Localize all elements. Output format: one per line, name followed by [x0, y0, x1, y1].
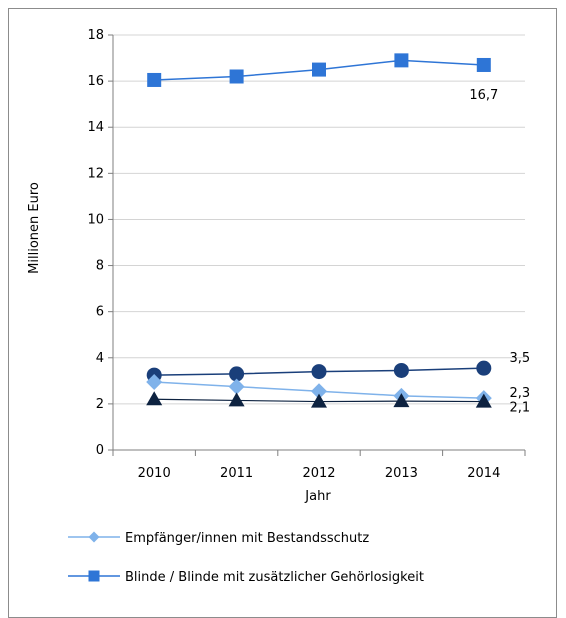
x-tick-label: 2011	[220, 466, 253, 481]
x-tick-label: 2013	[385, 466, 418, 481]
line-chart: 0 2 4 6 8 10 12 14 16 18 2010 2011 2012 2013 2014 16,7…	[27, 28, 530, 585]
axes: 0 2 4 6 8 10 12 14 16 18 2010 2011 2012 2013 2014	[87, 28, 526, 481]
data-label: 16,7	[469, 88, 498, 103]
y-tick-label: 18	[87, 28, 104, 43]
data-label: 2,3	[509, 386, 530, 401]
data-label: 2,1	[509, 401, 530, 416]
chart-frame	[8, 8, 557, 618]
y-tick-label: 12	[87, 166, 104, 181]
legend-marker	[88, 531, 100, 543]
x-axis-title: Jahr	[304, 489, 331, 504]
data-point	[393, 362, 409, 378]
y-tick-label: 6	[96, 305, 104, 320]
data-point	[311, 383, 327, 400]
data-point	[394, 53, 409, 68]
data-label: 3,5	[509, 351, 530, 366]
data-point	[311, 364, 327, 380]
y-tick-label: 14	[87, 120, 104, 135]
y-tick-label: 10	[87, 212, 104, 227]
data-point	[476, 360, 492, 376]
data-point	[228, 392, 245, 407]
series-layer	[146, 53, 492, 408]
x-tick-label: 2010	[138, 466, 171, 481]
data-point	[229, 366, 245, 382]
y-tick-label: 4	[96, 351, 104, 366]
y-axis-title: Millionen Euro	[27, 182, 42, 274]
x-tick-label: 2012	[302, 466, 335, 481]
data-point	[475, 393, 492, 408]
legend-label: Empfänger/innen mit Bestandsschutz	[125, 531, 369, 546]
data-point	[393, 393, 410, 408]
data-point	[146, 373, 163, 390]
y-tick-label: 16	[87, 74, 104, 89]
y-tick-label: 8	[96, 259, 104, 274]
data-point	[146, 391, 163, 406]
data-point	[147, 72, 162, 87]
y-tick-label: 2	[96, 397, 104, 412]
legend-label: Blinde / Blinde mit zusätzlicher Gehörlo…	[125, 570, 424, 585]
legend: Empfänger/innen mit Bestandsschutz Blinde…	[68, 531, 424, 585]
x-tick-label: 2014	[467, 466, 500, 481]
y-tick-label: 0	[96, 443, 104, 458]
data-point	[311, 393, 327, 408]
gridlines	[113, 34, 525, 405]
data-point	[228, 378, 245, 395]
data-point	[229, 69, 244, 84]
legend-marker	[88, 570, 100, 582]
data-point	[312, 62, 326, 77]
data-labels: 16,7 3,5 2,32,1	[469, 88, 530, 416]
data-point	[476, 57, 491, 72]
